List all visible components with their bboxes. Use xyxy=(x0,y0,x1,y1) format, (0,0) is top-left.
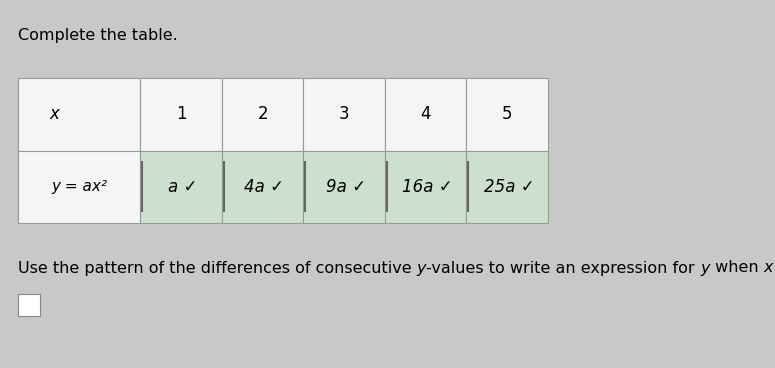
Text: y = ax²: y = ax² xyxy=(51,179,107,194)
Text: Use the pattern of the differences of consecutive: Use the pattern of the differences of co… xyxy=(18,261,417,276)
Bar xyxy=(467,151,548,223)
Bar xyxy=(18,78,140,151)
Text: 4a ✓: 4a ✓ xyxy=(244,178,284,196)
Text: x: x xyxy=(50,105,60,123)
Text: x: x xyxy=(763,261,773,276)
Text: -values to write an expression for: -values to write an expression for xyxy=(426,261,700,276)
Bar xyxy=(18,151,140,223)
Bar xyxy=(18,294,40,316)
Text: Complete the table.: Complete the table. xyxy=(18,28,177,43)
Bar xyxy=(385,151,467,223)
Bar xyxy=(467,78,548,151)
Text: 16a ✓: 16a ✓ xyxy=(402,178,453,196)
Text: 2: 2 xyxy=(257,105,268,123)
Bar xyxy=(303,78,385,151)
Bar xyxy=(303,151,385,223)
Text: y: y xyxy=(417,261,426,276)
Text: 1: 1 xyxy=(176,105,187,123)
Bar xyxy=(140,151,222,223)
Text: 9a ✓: 9a ✓ xyxy=(326,178,366,196)
Text: y: y xyxy=(700,261,709,276)
Text: 4: 4 xyxy=(421,105,431,123)
Bar xyxy=(140,78,222,151)
Text: 3: 3 xyxy=(339,105,350,123)
Text: =: = xyxy=(773,261,775,276)
Text: when: when xyxy=(709,261,763,276)
Text: a ✓: a ✓ xyxy=(168,178,198,196)
Text: 5: 5 xyxy=(502,105,512,123)
Bar xyxy=(222,151,303,223)
Bar xyxy=(222,78,303,151)
Bar xyxy=(385,78,467,151)
Text: 25a ✓: 25a ✓ xyxy=(484,178,534,196)
